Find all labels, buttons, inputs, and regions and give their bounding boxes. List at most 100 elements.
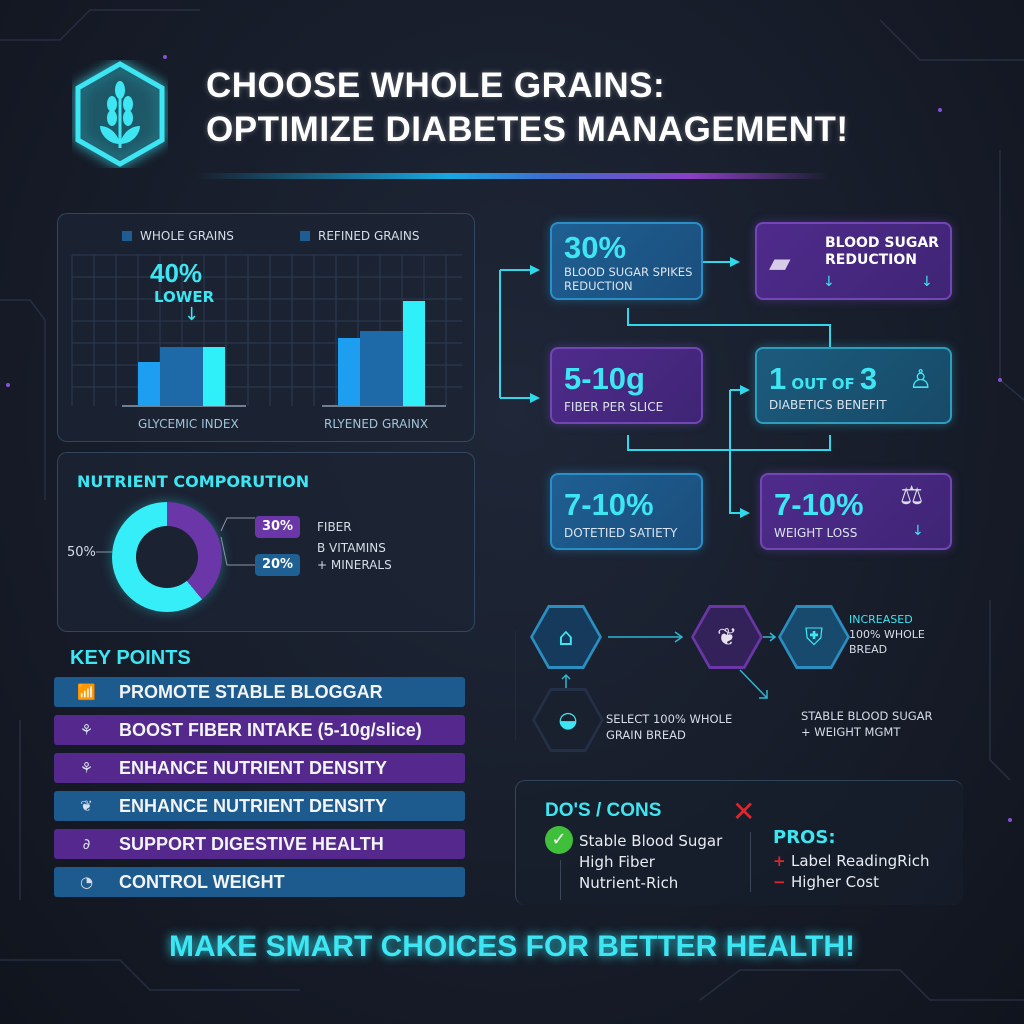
bar	[360, 331, 403, 406]
donut-chart	[112, 502, 222, 612]
stat-value: 3	[859, 361, 878, 396]
annotation-label: LOWER	[154, 288, 215, 306]
title-line-2: OPTIMIZE DIABETES MANAGEMENT!	[206, 110, 849, 149]
wheat-hexagon-icon	[75, 61, 165, 167]
flow-text: STABLE BLOOD SUGAR	[801, 709, 933, 723]
stat-label: WEIGHT LOSS	[774, 526, 858, 540]
pros-title: PROS:	[773, 827, 836, 848]
donut-leader-lines	[96, 517, 255, 566]
flow-increased: INCREASED 100% WHOLE BREAD	[849, 612, 925, 657]
flow-text: + WEIGHT MGMT	[801, 725, 901, 739]
flow-stable: STABLE BLOOD SUGAR + WEIGHT MGMT	[801, 708, 933, 740]
key-point-label: SUPPORT DIGESTIVE HEALTH	[119, 833, 384, 854]
stat-value: 5-10g	[564, 361, 645, 396]
key-points-title: KEY POINTS	[70, 647, 191, 669]
donut-label-50: 50%	[67, 545, 96, 560]
bar-chart	[71, 254, 462, 407]
plus-icon: +	[773, 852, 786, 870]
key-point-row: ⚘ BOOST FIBER INTAKE (5-10g/slice)	[54, 715, 465, 745]
person-icon: ♙	[909, 365, 933, 395]
title-line-1: CHOOSE WHOLE GRAINS:	[206, 66, 666, 105]
pros-item: Higher Cost	[791, 873, 879, 891]
legend-label: WHOLE GRAINS	[140, 229, 234, 243]
stomach-hex-icon: ❦	[691, 605, 763, 669]
key-point-row: ◔ CONTROL WEIGHT	[54, 867, 465, 897]
loaf-hex-icon: ◒	[532, 688, 604, 752]
stat-diabetics: 1 OUT OF 3 DIABETICS BENEFIT ♙	[755, 347, 952, 424]
key-point-label: BOOST FIBER INTAKE (5-10g/slice)	[119, 719, 422, 740]
divider	[560, 860, 561, 900]
bar	[138, 362, 160, 406]
badge-20: 20%	[255, 554, 300, 576]
flow-connectors	[499, 257, 831, 518]
flow-text: 100% WHOLE	[849, 628, 925, 641]
pros-item: Label ReadingRich	[791, 852, 930, 870]
stat-value: 30%	[564, 230, 627, 265]
bar-chart-icon: 📶	[77, 683, 96, 701]
stat-weight: 7-10% WEIGHT LOSS ⚖ ↓	[760, 473, 952, 550]
dos-item: Nutrient-Rich	[579, 874, 679, 892]
stat-fiber: 5-10g FIBER PER SLICE	[550, 347, 703, 424]
stomach-icon: ∂	[82, 835, 91, 853]
group-label: RLYENED GRAINX	[324, 417, 429, 431]
key-point-label: CONTROL WEIGHT	[119, 871, 285, 892]
arrow-down-icon: ↓	[912, 523, 924, 539]
header-divider	[195, 173, 830, 179]
dos-panel	[515, 780, 963, 905]
flow-text: INCREASED	[849, 613, 913, 626]
arrow-down-icon: ↓	[921, 274, 933, 290]
shield-hex-icon: ⛨	[778, 605, 850, 669]
dos-title: DO'S / CONS	[545, 800, 662, 821]
stat-label: BLOOD SUGAR SPIKES	[564, 265, 693, 279]
legend-swatch	[300, 231, 310, 241]
plant-icon: ⚘	[79, 759, 94, 777]
stat-label: DOTETIED SATIETY	[564, 526, 678, 540]
key-point-label: ENHANCE NUTRIENT DENSITY	[119, 795, 388, 816]
leaf-icon: ❦	[80, 797, 93, 815]
key-point-row: ⚘ ENHANCE NUTRIENT DENSITY	[54, 753, 465, 783]
annotation-value: 40%	[150, 258, 203, 288]
bar	[160, 347, 203, 406]
stat-value: 1	[769, 361, 787, 396]
flow-text: SELECT 100% WHOLE	[606, 712, 733, 726]
stat-satiety: 7-10% DOTETIED SATIETY	[550, 473, 703, 550]
flow-text: BREAD	[849, 643, 888, 656]
legend-swatch	[122, 231, 132, 241]
scale-chart-icon: ◔	[79, 873, 94, 891]
stat-spikes: 30% BLOOD SUGAR SPIKES REDUCTION	[550, 222, 703, 300]
legend-refined-grains: REFINED GRAINS	[300, 229, 419, 243]
divider	[750, 832, 751, 892]
bar	[338, 338, 360, 406]
key-point-label: ENHANCE NUTRIENT DENSITY	[119, 757, 388, 778]
label-vitamins: B VITAMINS	[317, 541, 386, 555]
x-mark-icon: ✕	[732, 795, 756, 828]
bread-icon: ▰	[769, 246, 791, 279]
bar	[203, 347, 225, 406]
key-point-label: PROMOTE STABLE BLOGGAR	[119, 681, 383, 702]
group-label: GLYCEMIC INDEX	[138, 417, 239, 431]
nutrient-title: NUTRIENT COMPORUTION	[77, 472, 310, 491]
stat-value: 7-10%	[564, 487, 654, 522]
dos-item: Stable Blood Sugar	[579, 832, 723, 850]
arrow-down-icon: ↓	[184, 304, 200, 325]
bread-hex-icon: ⌂	[530, 605, 602, 669]
legend-label: REFINED GRAINS	[318, 229, 420, 243]
minus-icon: −	[773, 873, 786, 891]
bar	[403, 301, 425, 406]
stat-mid: OUT OF	[791, 375, 855, 393]
key-point-row: ∂ SUPPORT DIGESTIVE HEALTH	[54, 829, 465, 859]
wheat-icon: ⚘	[79, 721, 94, 739]
key-point-row: 📶 PROMOTE STABLE BLOGGAR	[54, 677, 465, 707]
stat-value: 7-10%	[774, 487, 864, 522]
scale-icon: ⚖	[900, 481, 924, 511]
label-fiber: FIBER	[317, 520, 352, 534]
stat-label: FIBER PER SLICE	[564, 400, 664, 414]
stat-label: REDUCTION	[564, 279, 633, 294]
check-icon: ✓	[545, 826, 573, 854]
badge-30: 30%	[255, 516, 300, 538]
dos-list: Stable Blood Sugar High Fiber Nutrient-R…	[579, 831, 722, 894]
stat-label: DIABETICS BENEFIT	[769, 398, 887, 412]
key-point-row: ❦ ENHANCE NUTRIENT DENSITY	[54, 791, 465, 821]
flow-text: GRAIN BREAD	[606, 728, 686, 742]
